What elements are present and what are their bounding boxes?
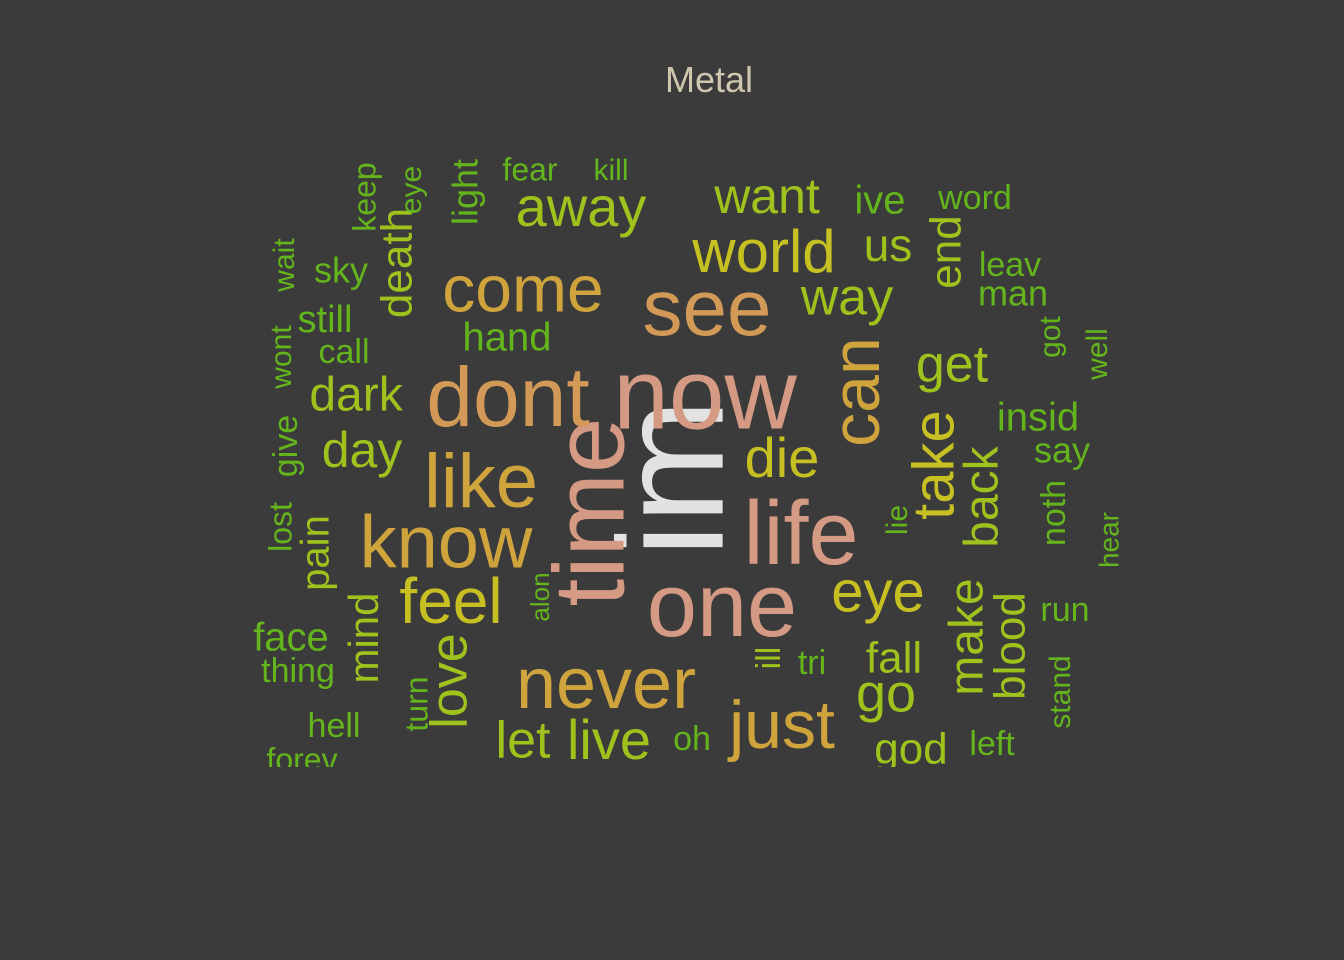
word-ill: ill <box>750 647 788 670</box>
chart-title: Metal <box>665 59 753 100</box>
word-eye: eye <box>831 559 925 624</box>
word-god: god <box>874 725 947 774</box>
word-lie: lie <box>881 505 914 535</box>
word-feel: feel <box>399 565 502 637</box>
word-fear: fear <box>502 151 557 187</box>
word-man: man <box>978 273 1048 314</box>
word-like: like <box>424 439 538 524</box>
word-see: see <box>643 263 772 352</box>
word-pain: pain <box>294 515 338 591</box>
word-let: let <box>496 712 551 770</box>
word-dark: dark <box>309 369 403 422</box>
word-dont: dont <box>426 350 590 444</box>
word-mind: mind <box>340 592 387 683</box>
word-stand: stand <box>1044 655 1077 728</box>
word-well: well <box>1081 328 1114 381</box>
word-wait: wait <box>268 238 301 293</box>
word-fall: fall <box>866 634 922 683</box>
word-live: live <box>567 708 651 771</box>
word-one: one <box>647 556 797 656</box>
word-death: death <box>373 208 422 318</box>
word-give: give <box>267 415 305 477</box>
word-word: word <box>937 179 1012 217</box>
word-world: world <box>691 218 835 285</box>
word-face: face <box>253 616 329 660</box>
word-can: can <box>818 337 894 447</box>
word-time: time <box>533 418 645 607</box>
word-tri: tri <box>798 644 826 682</box>
word-call: call <box>318 333 369 371</box>
word-get: get <box>916 336 989 394</box>
word-alon: alon <box>525 572 555 621</box>
word-way: way <box>800 269 893 327</box>
word-say: say <box>1034 430 1090 471</box>
word-insid: insid <box>997 396 1079 440</box>
word-hand: hand <box>463 316 552 360</box>
word-kill: kill <box>594 154 629 187</box>
word-keep: keep <box>346 162 382 231</box>
word-thing: thing <box>261 652 335 690</box>
word-die: die <box>745 426 820 489</box>
word-back: back <box>956 445 1009 547</box>
word-im: im <box>587 399 755 557</box>
word-just: just <box>727 687 835 763</box>
word-go: go <box>856 663 916 723</box>
word-know: know <box>360 501 533 584</box>
word-never: never <box>516 644 696 724</box>
word-left: left <box>969 725 1015 763</box>
word-love: love <box>421 633 479 728</box>
word-oh: oh <box>673 720 711 758</box>
word-day: day <box>322 422 403 478</box>
word-run: run <box>1040 591 1089 629</box>
word-noth: noth <box>1035 480 1073 546</box>
word-come: come <box>442 251 603 325</box>
word-ive: ive <box>854 179 905 223</box>
word-take: take <box>901 410 966 520</box>
word-hear: hear <box>1093 512 1124 568</box>
word-wont: wont <box>265 325 298 390</box>
word-light: light <box>445 159 486 225</box>
word-sky: sky <box>314 250 368 291</box>
word-blood: blood <box>986 592 1035 700</box>
word-eye: eye <box>395 166 428 214</box>
word-now: now <box>613 338 797 450</box>
word-want: want <box>713 168 820 224</box>
word-life: life <box>743 484 858 584</box>
word-got: got <box>1034 315 1067 357</box>
word-leav: leav <box>979 246 1041 284</box>
word-make: make <box>941 578 994 695</box>
word-away: away <box>516 175 647 238</box>
word-end: end <box>922 215 971 288</box>
word-forev: forev <box>266 741 337 777</box>
word-turn: turn <box>398 676 434 731</box>
word-cant: cant <box>581 758 680 816</box>
word-us: us <box>864 219 913 271</box>
word-hell: hell <box>308 707 361 745</box>
word-still: still <box>298 299 353 341</box>
word-lost: lost <box>262 502 298 552</box>
